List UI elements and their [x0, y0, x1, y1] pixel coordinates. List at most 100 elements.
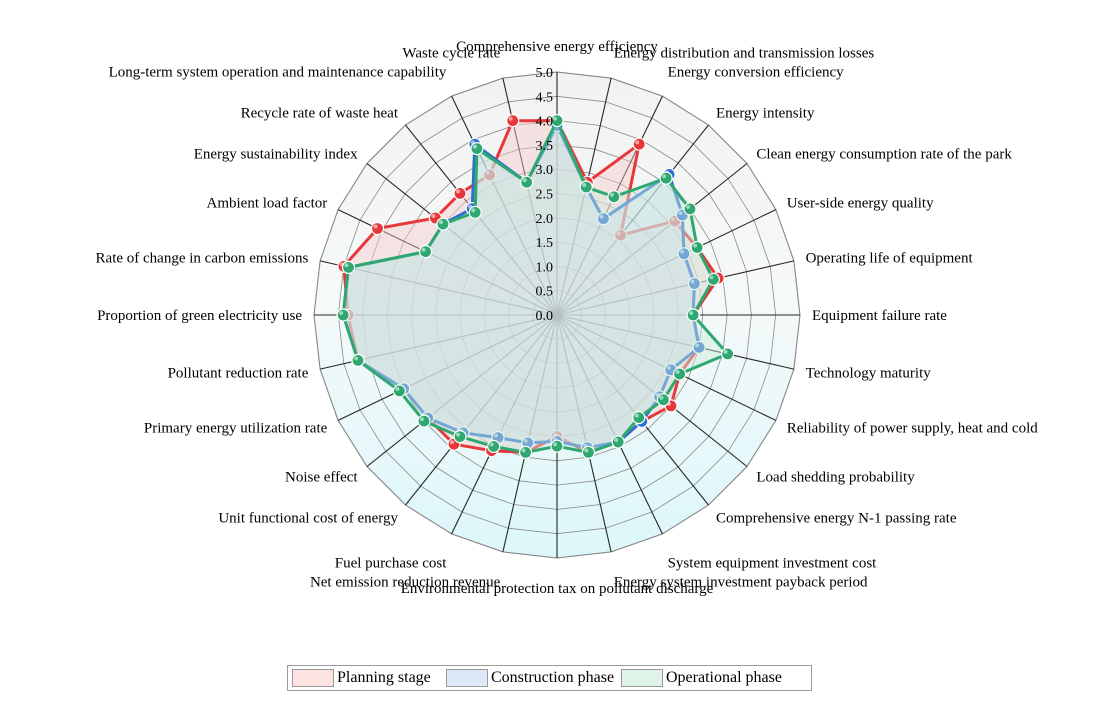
data-point-highlight — [666, 365, 671, 370]
tick-label: 4.0 — [536, 115, 554, 130]
legend-swatch-planning — [292, 669, 334, 687]
category-label: Net emission reduction revenue — [310, 575, 501, 591]
data-point-highlight — [634, 413, 639, 418]
radar-spoke — [502, 314, 558, 553]
data-point-highlight — [689, 311, 694, 315]
category-label: Equipment failure rate — [812, 308, 947, 324]
data-point — [468, 205, 482, 219]
radar-spoke — [451, 95, 558, 316]
data-point-highlight — [662, 174, 667, 179]
data-point-highlight — [508, 116, 513, 121]
data-point — [341, 260, 356, 274]
legend-item-construction: Construction phase — [446, 668, 614, 688]
data-point — [436, 217, 450, 231]
category-label: Energy intensity — [716, 106, 815, 122]
data-point-highlight — [456, 189, 460, 194]
category-label: Fuel purchase cost — [335, 555, 447, 571]
data-point-highlight — [494, 433, 498, 438]
data-point-highlight — [690, 279, 695, 284]
category-label: Pollutant reduction rate — [168, 366, 309, 382]
data-point-highlight — [675, 370, 680, 374]
data-point — [632, 411, 646, 425]
data-point-highlight — [659, 395, 664, 400]
data-point-highlight — [695, 343, 700, 348]
data-point-highlight — [582, 183, 587, 188]
data-point-highlight — [614, 438, 619, 442]
legend-label-construction: Construction phase — [491, 669, 615, 686]
radar-spokes — [314, 72, 800, 558]
category-label: Environmental protection tax on pollutan… — [401, 581, 714, 597]
radar-spoke — [556, 314, 709, 506]
data-point-highlight — [680, 249, 684, 254]
radar-spoke — [556, 163, 748, 316]
data-point — [607, 190, 621, 204]
legend-item-operational: Operational phase — [621, 668, 782, 688]
category-label: Waste cycle rate — [402, 46, 500, 62]
data-point — [690, 240, 704, 255]
data-point — [417, 414, 431, 428]
data-point-highlight — [599, 214, 604, 219]
legend-label-planning: Planning stage — [337, 669, 431, 686]
category-label: Long-term system operation and maintenan… — [109, 65, 447, 81]
data-point-highlight — [635, 140, 640, 145]
radar-spoke — [556, 260, 795, 316]
category-label: Proportion of green electricity use — [97, 308, 302, 324]
data-point-highlight — [693, 243, 698, 248]
data-point — [518, 445, 533, 459]
data-point — [656, 393, 671, 407]
category-label: Operating life of equipment — [806, 250, 974, 266]
radar-spoke — [556, 314, 795, 370]
data-point-highlight — [616, 231, 621, 236]
radial-tick-labels: 0.0 0.5 1.0 1.5 2.0 2.5 3.0 3.5 4.0 4.5 5.0 — [536, 66, 554, 324]
data-point-highlight — [421, 247, 426, 252]
radar-chart: 0.0 0.5 1.0 1.5 2.0 2.5 3.0 3.5 4.0 4.5 5.0 Compre… — [96, 39, 1039, 597]
category-label: Ambient load factor — [207, 196, 328, 212]
data-point-highlight — [439, 220, 443, 225]
tick-label: 5.0 — [536, 66, 554, 81]
series-2 — [336, 113, 735, 459]
series-area — [343, 120, 728, 453]
legend-swatch-construction — [446, 669, 488, 687]
radar-series — [336, 113, 735, 459]
radar-spoke — [556, 209, 777, 316]
tick-label: 4.5 — [536, 90, 554, 105]
category-label: Recycle rate of waste heat — [241, 106, 399, 122]
category-label: User-side energy quality — [787, 196, 934, 212]
category-label: Energy distribution and transmission los… — [614, 46, 875, 62]
data-point — [453, 186, 467, 200]
data-point — [351, 353, 365, 367]
data-point-highlight — [521, 448, 526, 453]
radar-spoke — [556, 314, 612, 553]
data-point — [506, 114, 520, 128]
data-point — [392, 384, 406, 398]
category-label: Energy sustainability index — [194, 147, 358, 163]
radar-spoke — [366, 163, 558, 316]
category-label: Reliability of power supply, heat and co… — [787, 420, 1039, 436]
radar-spoke — [405, 124, 558, 316]
data-point — [686, 308, 700, 322]
data-point — [336, 308, 350, 322]
data-point — [672, 367, 687, 381]
data-point — [453, 430, 467, 444]
data-point — [520, 175, 534, 189]
data-point — [683, 202, 697, 216]
category-label: Energy system investment payback period — [614, 575, 868, 591]
data-point-highlight — [523, 438, 528, 443]
tick-label: 3.5 — [536, 139, 554, 154]
category-label: Clean energy consumption rate of the par… — [756, 147, 1012, 163]
tick-label: 0.0 — [536, 309, 554, 324]
data-point-highlight — [472, 144, 477, 149]
category-label: System equipment investment cost — [668, 555, 878, 571]
data-point-highlight — [678, 211, 683, 215]
data-point-highlight — [344, 263, 349, 268]
data-point-highlight — [489, 442, 494, 447]
category-label: Comprehensive energy N-1 passing rate — [716, 511, 957, 527]
data-point-highlight — [485, 170, 490, 175]
tick-label: 2.5 — [536, 188, 554, 203]
data-point — [611, 435, 625, 449]
data-point-highlight — [456, 432, 460, 437]
data-point — [370, 221, 385, 236]
category-label: Noise effect — [285, 470, 358, 486]
data-point-highlight — [584, 448, 589, 453]
tick-label: 1.0 — [536, 260, 554, 275]
